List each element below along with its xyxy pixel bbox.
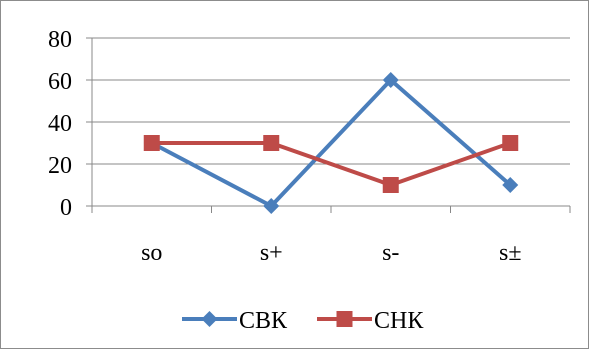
y-tick-labels: 0 20 40 60 80 [48, 27, 72, 221]
y-tick-label: 80 [48, 27, 72, 53]
legend-marker [201, 311, 218, 327]
line-chart: 0 20 40 60 80 so s+ s-s± СВК СНК [48, 27, 571, 334]
x-tick-label: so [141, 240, 162, 266]
legend-label: СВК [239, 308, 288, 334]
data-point [263, 198, 280, 214]
series-line [150, 78, 512, 208]
x-tick-label: s± [499, 240, 522, 266]
data-point [502, 135, 519, 151]
x-tick-label: s+ [260, 240, 283, 266]
data-point [263, 135, 280, 151]
series [143, 72, 519, 214]
y-tick-label: 40 [48, 111, 72, 137]
legend-item-2: СНК [317, 308, 424, 334]
y-tick-label: 60 [48, 69, 72, 95]
y-tick-label: 0 [60, 195, 72, 221]
x-tick-labels: so s+ s-s± [141, 240, 521, 266]
x-tick-label: s- [382, 240, 399, 266]
legend: СВК СНК [182, 308, 424, 334]
axes [86, 37, 571, 213]
legend-item-1: СВК [182, 308, 288, 334]
legend-label: СНК [374, 308, 424, 334]
data-point [143, 135, 160, 151]
data-point [382, 72, 399, 88]
data-point [502, 177, 519, 193]
series-2 [143, 135, 519, 193]
series-line [151, 141, 511, 187]
y-tick-label: 20 [48, 153, 72, 179]
legend-marker [336, 311, 353, 327]
data-point [382, 177, 399, 193]
